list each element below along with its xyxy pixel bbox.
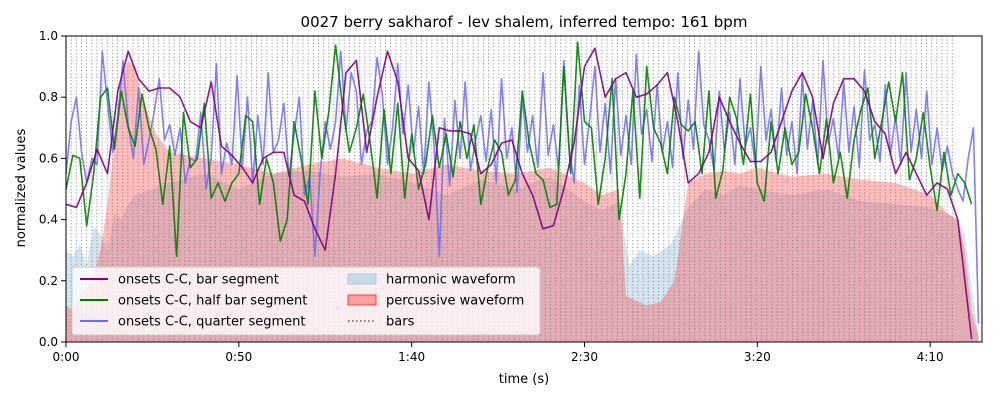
y-tick-label: 0.8 [39, 90, 58, 104]
legend-label: bars [386, 315, 415, 330]
y-tick-label: 0.2 [39, 274, 58, 288]
y-tick-label: 0.0 [39, 335, 58, 349]
y-axis-label: normalized values [14, 128, 29, 247]
series-line-1 [65, 41, 973, 258]
chart-title: 0027 berry sakharof - lev shalem, inferr… [301, 13, 748, 31]
y-tick-label: 1.0 [39, 29, 58, 43]
x-axis-label: time (s) [499, 372, 549, 387]
legend-box [71, 266, 541, 336]
x-axis: 0:00 0:50 1:40 2:30 3:20 4:10 [53, 342, 944, 364]
legend-label: onsets C-C, half bar segment [118, 294, 307, 309]
legend-label: harmonic waveform [386, 273, 516, 288]
legend-handle [347, 294, 377, 306]
legend-label: onsets C-C, quarter segment [118, 315, 305, 330]
x-tick-label: 0:00 [53, 350, 80, 364]
plot-frame [65, 35, 983, 343]
legend-handle [347, 273, 377, 285]
legend-label: percussive waveform [386, 294, 524, 309]
legend-label: onsets C-C, bar segment [118, 273, 279, 288]
x-tick-label: 2:30 [571, 350, 598, 364]
y-tick-label: 0.6 [39, 151, 58, 165]
x-tick-label: 4:10 [917, 350, 944, 364]
x-tick-label: 0:50 [225, 350, 252, 364]
x-tick-label: 3:20 [744, 350, 771, 364]
series-line-0 [65, 47, 973, 339]
y-tick-label: 0.4 [39, 213, 58, 227]
y-axis: 0.0 0.2 0.4 0.6 0.8 1.0 [39, 29, 66, 349]
series-layer [65, 41, 980, 339]
legend: onsets C-C, bar segment onsets C-C, half … [71, 266, 541, 336]
x-tick-label: 1:40 [398, 350, 425, 364]
